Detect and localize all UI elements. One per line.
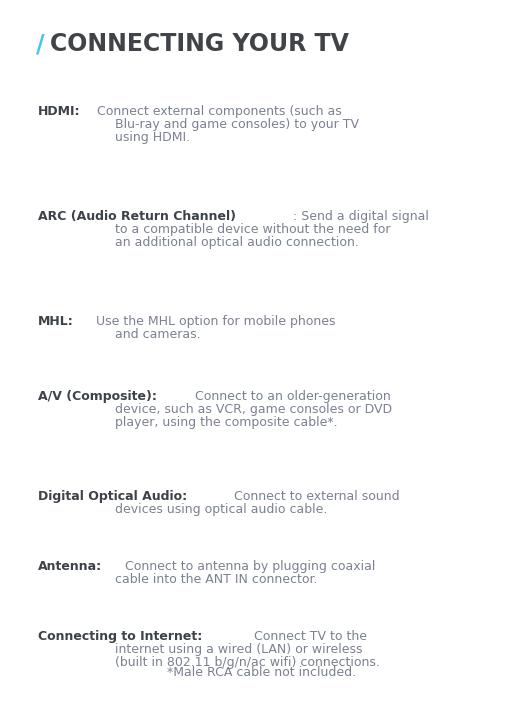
Text: and cameras.: and cameras. (115, 328, 201, 341)
Text: internet using a wired (LAN) or wireless: internet using a wired (LAN) or wireless (115, 643, 362, 656)
Text: Connect to external sound: Connect to external sound (231, 490, 400, 503)
Text: Connect to antenna by plugging coaxial: Connect to antenna by plugging coaxial (121, 560, 375, 573)
Text: an additional optical audio connection.: an additional optical audio connection. (115, 236, 359, 249)
Text: MHL:: MHL: (38, 315, 74, 328)
Text: to a compatible device without the need for: to a compatible device without the need … (115, 223, 391, 236)
Text: Connect TV to the: Connect TV to the (250, 630, 367, 643)
Text: devices using optical audio cable.: devices using optical audio cable. (115, 503, 327, 516)
Text: player, using the composite cable*.: player, using the composite cable*. (115, 416, 338, 429)
Text: *Male RCA cable not included.: *Male RCA cable not included. (167, 666, 356, 679)
Text: Antenna:: Antenna: (38, 560, 102, 573)
Text: Blu-ray and game consoles) to your TV: Blu-ray and game consoles) to your TV (115, 118, 359, 131)
Text: : Send a digital signal: : Send a digital signal (293, 210, 429, 223)
Text: A/V (Composite):: A/V (Composite): (38, 390, 157, 403)
Text: Connecting to Internet:: Connecting to Internet: (38, 630, 202, 643)
Text: ARC (Audio Return Channel): ARC (Audio Return Channel) (38, 210, 236, 223)
Text: /: / (36, 32, 44, 56)
Text: (built in 802.11 b/g/n/ac wifi) connections.: (built in 802.11 b/g/n/ac wifi) connecti… (115, 656, 380, 669)
Text: using HDMI.: using HDMI. (115, 131, 190, 144)
Text: Digital Optical Audio:: Digital Optical Audio: (38, 490, 187, 503)
Text: device, such as VCR, game consoles or DVD: device, such as VCR, game consoles or DV… (115, 403, 392, 416)
Text: CONNECTING YOUR TV: CONNECTING YOUR TV (50, 32, 349, 56)
Text: cable into the ANT IN connector.: cable into the ANT IN connector. (115, 573, 317, 586)
Text: Use the MHL option for mobile phones: Use the MHL option for mobile phones (84, 315, 336, 328)
Text: Connect external components (such as: Connect external components (such as (93, 105, 342, 118)
Text: HDMI:: HDMI: (38, 105, 81, 118)
Text: Connect to an older-generation: Connect to an older-generation (191, 390, 391, 403)
